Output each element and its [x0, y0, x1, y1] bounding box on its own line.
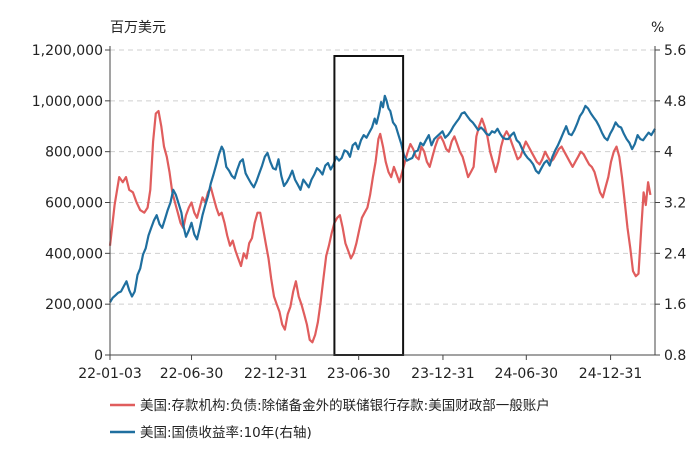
x-tick-label-5: 24-06-30 — [495, 366, 559, 382]
axis-layer: 0 200,000 400,000 600,000 800,000 1,000,000 1,… — [32, 43, 687, 382]
series-layer — [108, 94, 656, 344]
left-tick-label-1: 200,000 — [45, 297, 103, 313]
right-axis-unit: % — [651, 20, 664, 36]
left-axis-unit: 百万美元 — [110, 20, 166, 36]
right-tick-label-3: 3.2 — [664, 196, 686, 212]
right-tick-label-1: 1.6 — [664, 297, 686, 313]
x-tick-label-0: 22-01-03 — [78, 366, 142, 382]
x-tick-label-4: 23-12-31 — [411, 366, 475, 382]
legend-label-10y: 美国:国债收益率:10年(右轴) — [140, 424, 312, 441]
x-tick-label-1: 22-06-30 — [160, 366, 224, 382]
right-tick-label-6: 5.6 — [664, 43, 686, 59]
left-tick-label-2: 400,000 — [45, 246, 103, 262]
legend: 美国:存款机构:负债:除储备金外的联储银行存款:美国财政部一般账户 美国:国债收… — [110, 397, 550, 441]
left-tick-label-6: 1,200,000 — [32, 43, 103, 59]
left-tick-label-3: 600,000 — [45, 196, 103, 212]
x-tick-label-3: 23-06-30 — [327, 366, 391, 382]
right-tick-label-4: 4 — [664, 145, 673, 161]
grid-layer — [110, 49, 655, 305]
left-tick-label-4: 800,000 — [45, 145, 103, 161]
left-tick-label-0: 0 — [94, 348, 103, 364]
series-line-1 — [109, 94, 656, 303]
right-tick-label-5: 4.8 — [664, 94, 686, 110]
x-tick-label-6: 24-12-31 — [579, 366, 643, 382]
right-tick-label-2: 2.4 — [664, 246, 686, 262]
right-tick-label-0: 0.8 — [664, 348, 686, 364]
left-tick-label-5: 1,000,000 — [32, 94, 103, 110]
legend-label-tga: 美国:存款机构:负债:除储备金外的联储银行存款:美国财政部一般账户 — [140, 397, 550, 414]
x-tick-label-2: 22-12-31 — [244, 366, 308, 382]
